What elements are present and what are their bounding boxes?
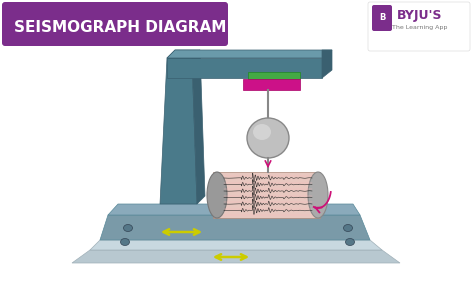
Ellipse shape: [344, 225, 353, 232]
Polygon shape: [167, 50, 200, 58]
Polygon shape: [72, 250, 400, 263]
FancyBboxPatch shape: [368, 2, 470, 51]
Ellipse shape: [247, 118, 289, 158]
Polygon shape: [90, 240, 382, 250]
FancyBboxPatch shape: [2, 2, 228, 46]
Polygon shape: [322, 50, 332, 78]
Polygon shape: [192, 50, 205, 204]
Ellipse shape: [124, 225, 133, 232]
Polygon shape: [243, 79, 300, 90]
Ellipse shape: [253, 124, 271, 140]
Polygon shape: [213, 172, 320, 218]
Ellipse shape: [346, 239, 355, 246]
Text: SEISMOGRAPH DIAGRAM: SEISMOGRAPH DIAGRAM: [14, 19, 227, 35]
Ellipse shape: [308, 172, 328, 218]
Polygon shape: [108, 204, 360, 215]
Text: BYJU'S: BYJU'S: [397, 10, 443, 22]
Ellipse shape: [120, 239, 129, 246]
Polygon shape: [167, 58, 322, 78]
FancyBboxPatch shape: [372, 5, 392, 31]
Text: The Learning App: The Learning App: [392, 24, 447, 30]
Polygon shape: [167, 50, 332, 58]
Polygon shape: [248, 72, 300, 79]
Polygon shape: [100, 215, 370, 240]
Text: B: B: [379, 13, 385, 22]
Polygon shape: [160, 58, 197, 204]
Ellipse shape: [207, 172, 227, 218]
